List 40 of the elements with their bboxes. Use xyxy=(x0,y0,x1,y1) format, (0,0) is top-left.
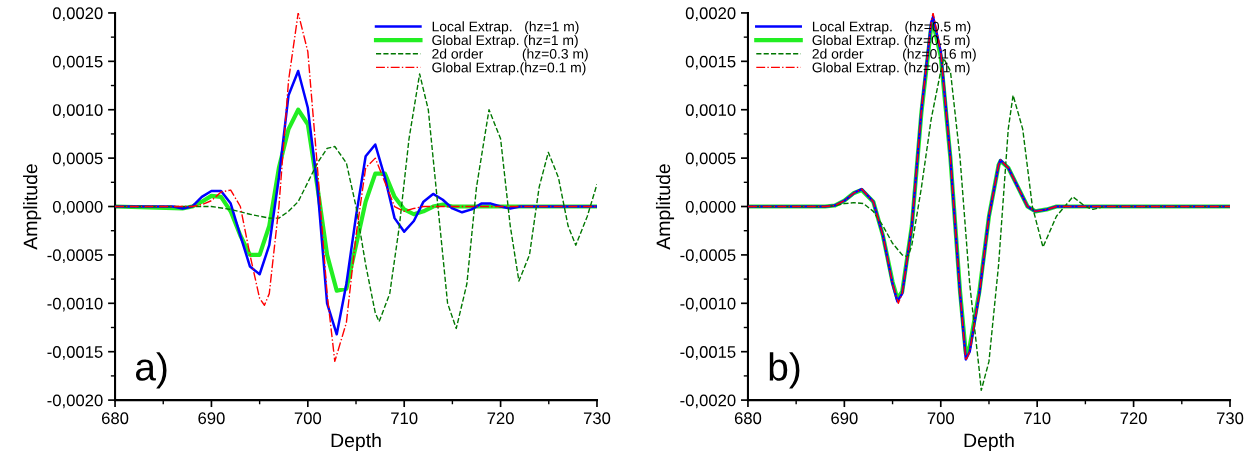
legend-label: 2d order (hz=0.3 m) xyxy=(432,48,588,62)
y-tick-label: 0,0020 xyxy=(685,7,736,22)
x-tick-label: 680 xyxy=(101,412,129,425)
y-axis-title: Amplitude xyxy=(23,164,42,250)
x-axis-title: Depth xyxy=(964,432,1014,452)
y-tick-label: 0,0015 xyxy=(52,55,103,70)
x-tick-label: 690 xyxy=(831,412,858,425)
y-tick-label: -0,0010 xyxy=(680,297,736,312)
y-tick-label: 0,0000 xyxy=(685,200,736,215)
x-tick-label: 720 xyxy=(487,412,514,425)
y-tick-label: -0,0020 xyxy=(47,394,103,409)
y-tick-label: 0,0005 xyxy=(52,152,103,167)
x-tick-label: 700 xyxy=(294,412,322,425)
y-tick-label: 0,0000 xyxy=(52,200,103,215)
x-axis-title: Depth xyxy=(331,432,381,452)
y-tick-label: -0,0005 xyxy=(680,249,736,264)
y-tick-label: -0,0020 xyxy=(680,394,736,409)
x-tick-label: 730 xyxy=(1216,412,1244,425)
annotation: b) xyxy=(769,352,800,389)
x-tick-label: 710 xyxy=(391,412,418,425)
legend-label: Local Extrap. (hz=1 m) xyxy=(432,21,579,35)
y-tick-label: 0,0005 xyxy=(685,152,736,167)
y-tick-label: 0,0010 xyxy=(52,104,103,118)
x-tick-label: 690 xyxy=(198,412,225,425)
annotation: a) xyxy=(135,352,167,389)
legend-label: Global Extrap. (hz=1 m) xyxy=(432,34,578,48)
y-tick-label: -0,0010 xyxy=(47,297,103,312)
y-axis-title: Amplitude xyxy=(655,164,675,250)
y-tick-label: 0,0015 xyxy=(685,55,736,70)
x-tick-label: 680 xyxy=(734,412,762,425)
y-tick-label: 0,0010 xyxy=(685,104,736,118)
x-tick-label: 730 xyxy=(583,412,611,425)
y-tick-label: 0,0020 xyxy=(52,7,103,22)
x-tick-label: 700 xyxy=(927,412,955,425)
x-tick-label: 710 xyxy=(1024,412,1051,425)
y-tick-label: -0,0015 xyxy=(680,346,736,360)
y-tick-label: -0,0005 xyxy=(47,249,103,264)
x-tick-label: 720 xyxy=(1120,412,1147,425)
y-tick-label: -0,0015 xyxy=(47,346,103,360)
legend-label: Global Extrap.(hz=0.1 m) xyxy=(432,62,586,76)
